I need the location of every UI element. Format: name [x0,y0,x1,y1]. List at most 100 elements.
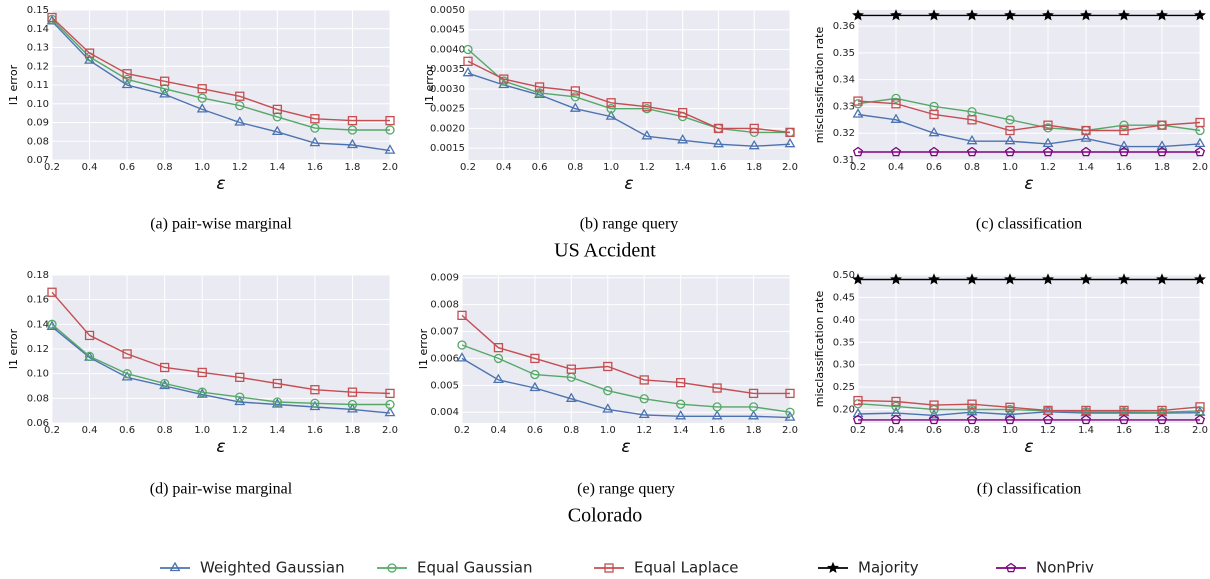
y-tick-label: 0.14 [27,24,49,35]
marker [1042,137,1054,148]
x-tick-label: 1.0 [1002,425,1018,436]
caption: (b) range query [580,216,679,233]
marker [852,146,864,157]
series-line [857,100,1201,132]
marker [493,353,504,364]
marker [605,110,617,120]
series-line [461,344,791,413]
marker [235,91,245,101]
y-tick-label: 0.007 [430,327,459,338]
series-line [857,403,1201,413]
marker [966,414,978,425]
marker [1156,146,1168,157]
marker [1156,414,1168,425]
marker [748,388,759,399]
x-tick-label: 0.2 [44,162,60,173]
group-title: Colorado [568,505,642,527]
marker [602,403,614,413]
y-tick-label: 0.16 [27,295,49,306]
marker [966,273,978,285]
marker [47,287,57,297]
marker [1080,132,1092,142]
marker [565,392,577,402]
marker [271,398,283,408]
marker [967,115,977,125]
marker [272,104,282,115]
marker [347,125,358,135]
x-tick-label: 0.4 [82,425,98,436]
y-tick-label: 0.50 [833,270,855,281]
marker [121,371,133,381]
y-tick-label: 0.009 [430,273,459,284]
y-tick-label: 0.008 [430,300,459,311]
marker [604,563,614,573]
marker [1042,9,1054,21]
marker [384,144,396,154]
marker [385,125,395,135]
marker [853,395,863,406]
marker [159,88,171,98]
marker [1043,405,1053,416]
marker [84,54,96,64]
marker [928,126,940,137]
marker [1194,137,1206,148]
x-tick-label: 0.2 [454,425,470,436]
y-tick-label: 0.10 [27,369,49,380]
y-tick-label: 0.07 [27,155,49,166]
series-line [51,291,391,395]
y-tick-label: 0.0035 [430,64,465,75]
marker [47,319,57,329]
marker [1080,273,1092,285]
marker [1042,146,1054,157]
y-tick-label: 0.25 [833,382,855,393]
marker [852,414,864,425]
y-axis-label: l1 error [417,328,430,369]
y-tick-label: 0.004 [430,407,459,418]
marker [462,66,474,77]
marker [122,69,132,79]
marker [676,377,686,388]
x-tick-label: 1.6 [1116,425,1132,436]
x-tick-label: 0.6 [926,425,942,436]
plot-area [462,275,790,423]
marker [712,402,722,412]
y-axis-label: misclassification rate [813,291,826,408]
y-tick-label: 0.0030 [430,84,465,95]
y-tick-label: 0.06 [27,418,49,429]
marker [711,409,723,420]
marker [642,102,652,112]
series-line [51,20,391,152]
x-tick-label: 1.6 [709,425,725,436]
marker [1118,140,1130,150]
marker [309,400,321,411]
marker [197,84,207,94]
marker [1080,414,1092,425]
marker [310,398,320,408]
marker [1194,9,1206,21]
caption: (e) range query [577,481,675,498]
x-tick-label: 1.8 [1154,425,1170,436]
marker [929,400,939,410]
marker [569,102,581,112]
x-tick-label: 1.4 [673,425,689,436]
marker [890,9,902,21]
marker [928,146,940,157]
x-tick-label: 1.4 [269,162,285,173]
series-line [857,97,1201,132]
marker [1004,146,1016,157]
marker [196,388,208,398]
x-tick-label: 0.4 [496,162,512,173]
y-tick-label: 0.33 [833,101,855,112]
y-tick-label: 0.0015 [430,143,465,154]
plot-area [858,10,1200,160]
series-line [51,323,390,406]
marker [197,367,207,378]
marker [852,407,864,418]
marker [639,375,649,385]
y-tick-label: 0.005 [430,380,459,391]
marker [928,9,940,21]
marker [534,82,545,92]
marker [929,109,939,120]
y-tick-label: 0.40 [833,315,855,326]
marker [1081,405,1091,416]
